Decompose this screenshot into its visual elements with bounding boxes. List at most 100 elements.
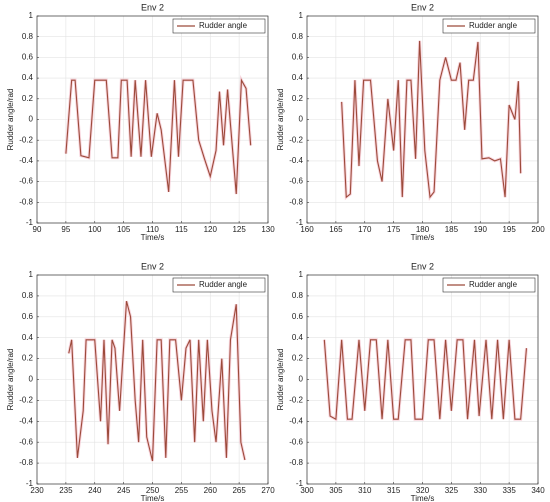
x-tick-label: 270: [261, 486, 275, 495]
plot-frame: [36, 274, 269, 485]
y-tick-label: 0.6: [292, 53, 304, 62]
x-tick-label: 95: [61, 225, 70, 234]
x-axis-label: Time/s: [411, 494, 435, 502]
y-tick-label: -0.2: [19, 135, 33, 144]
y-tick-label: -0.2: [289, 396, 303, 405]
y-axis-label: Rudder angle/rad: [276, 349, 285, 411]
plot-frame: [306, 274, 539, 485]
legend-label: Rudder angle: [469, 280, 518, 289]
y-tick-label: 0.6: [292, 312, 304, 321]
y-tick-label: 0: [29, 115, 34, 124]
x-tick-label: 255: [175, 486, 189, 495]
data-line: [323, 339, 527, 421]
y-tick-label: -1: [26, 479, 34, 488]
x-tick-label: 100: [88, 225, 102, 234]
y-tick-label: 0.4: [22, 333, 34, 342]
x-tick-label: 110: [146, 225, 159, 234]
y-tick-label: -0.8: [19, 458, 33, 467]
x-axis-label: Time/s: [411, 233, 435, 242]
x-tick-label: 320: [416, 486, 430, 495]
x-tick-label: 340: [531, 486, 545, 495]
y-tick-label: 0.4: [292, 73, 304, 82]
y-tick-label: -1: [296, 479, 304, 488]
y-tick-label: 0.8: [22, 291, 34, 300]
legend-box: [442, 18, 536, 34]
chart-title: Env 2: [141, 261, 164, 271]
y-axis-label: Rudder angle/rad: [6, 349, 15, 411]
y-axis-label: Rudder angle/rad: [276, 89, 285, 151]
y-tick-label: -0.8: [19, 197, 33, 206]
x-tick-label: 245: [117, 486, 131, 495]
y-tick-label: 0.8: [22, 32, 34, 41]
x-tick-label: 300: [300, 486, 314, 495]
y-tick-label: 1: [299, 11, 304, 20]
data-line: [341, 40, 522, 199]
y-tick-label: -0.2: [289, 135, 303, 144]
chart-title: Env 2: [411, 2, 434, 12]
x-tick-label: 200: [531, 225, 545, 234]
chart-title: Env 2: [411, 261, 434, 271]
y-tick-label: 0.2: [22, 354, 34, 363]
legend-box: [172, 18, 266, 34]
x-tick-label: 330: [474, 486, 488, 495]
y-tick-label: 1: [29, 270, 34, 279]
x-tick-label: 310: [358, 486, 372, 495]
y-tick-label: 0.2: [292, 94, 304, 103]
x-tick-label: 305: [329, 486, 343, 495]
x-tick-label: 160: [300, 225, 314, 234]
y-tick-label: -1: [26, 218, 34, 227]
y-tick-label: 0.2: [292, 354, 304, 363]
y-tick-label: 0: [299, 375, 304, 384]
y-tick-label: -0.6: [289, 437, 303, 446]
y-tick-label: 0.8: [292, 291, 304, 300]
x-tick-label: 235: [59, 486, 73, 495]
y-tick-label: 0: [29, 375, 34, 384]
chart-title: Env 2: [141, 2, 164, 12]
x-tick-label: 130: [261, 225, 275, 234]
y-tick-label: -0.6: [19, 177, 33, 186]
legend-label: Rudder angle: [469, 21, 518, 30]
x-tick-label: 240: [88, 486, 102, 495]
plot-frame: [306, 15, 539, 224]
y-tick-label: -0.4: [289, 156, 303, 165]
x-tick-label: 90: [33, 225, 42, 234]
legend-label: Rudder angle: [199, 21, 248, 30]
legend-box: [442, 277, 536, 293]
x-tick-label: 335: [502, 486, 516, 495]
y-tick-label: 0.8: [292, 32, 304, 41]
y-tick-label: 0.2: [22, 94, 34, 103]
x-tick-label: 170: [358, 225, 372, 234]
x-tick-label: 175: [387, 225, 401, 234]
plot-frame: [36, 15, 269, 224]
x-tick-label: 125: [232, 225, 246, 234]
y-tick-label: -0.4: [19, 156, 33, 165]
x-tick-label: 165: [329, 225, 343, 234]
y-tick-label: 0.6: [22, 312, 34, 321]
x-tick-label: 250: [146, 486, 160, 495]
x-tick-label: 190: [474, 225, 488, 234]
y-tick-label: 0.6: [22, 53, 34, 62]
y-tick-label: 0.4: [22, 73, 34, 82]
x-tick-label: 265: [232, 486, 246, 495]
y-tick-label: 1: [299, 270, 304, 279]
y-tick-label: 0: [299, 115, 304, 124]
legend-box: [172, 277, 266, 293]
y-tick-label: 0.4: [292, 333, 304, 342]
x-tick-label: 195: [502, 225, 516, 234]
x-tick-label: 315: [387, 486, 401, 495]
y-axis-label: Rudder angle/rad: [6, 89, 15, 151]
y-tick-label: -0.4: [289, 416, 303, 425]
x-tick-label: 260: [204, 486, 218, 495]
x-tick-label: 325: [445, 486, 459, 495]
x-tick-label: 185: [445, 225, 459, 234]
y-tick-label: -0.2: [19, 396, 33, 405]
x-tick-label: 180: [416, 225, 430, 234]
y-tick-label: -0.8: [289, 458, 303, 467]
x-tick-label: 120: [204, 225, 218, 234]
y-tick-label: -0.6: [289, 177, 303, 186]
y-tick-label: -0.4: [19, 416, 33, 425]
legend-label: Rudder angle: [199, 280, 248, 289]
x-tick-label: 105: [117, 225, 131, 234]
y-tick-label: -0.6: [19, 437, 33, 446]
